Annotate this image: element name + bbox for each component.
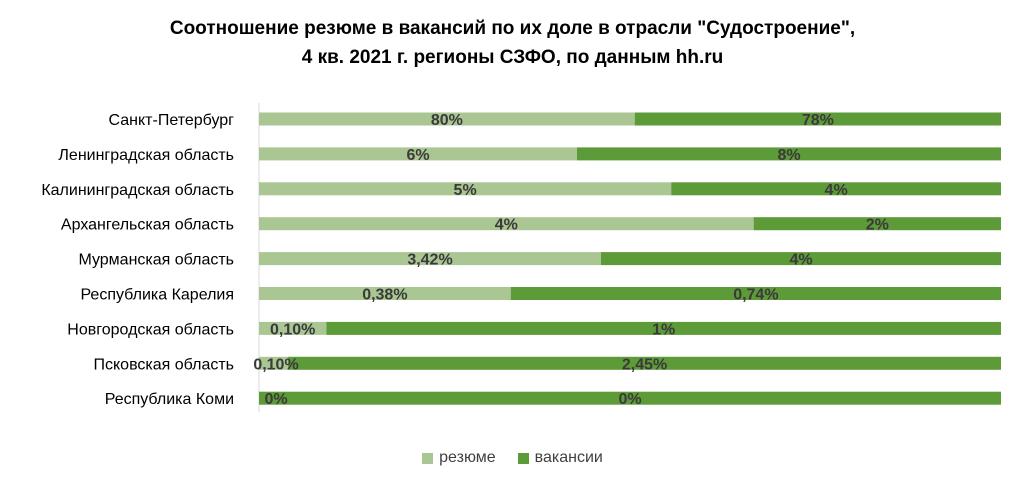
data-label-vacancy: 4% [825, 182, 848, 199]
data-label-vacancy: 2% [866, 217, 889, 234]
category-label: Архангельская область [61, 217, 234, 234]
chart-title: Соотношение резюме в вакансий по их доле… [169, 18, 856, 39]
category-label: Санкт-Петербург [109, 112, 235, 129]
category-label: Мурманская область [78, 252, 234, 269]
data-label-vacancy: 8% [777, 147, 800, 164]
legend-label-vacancy: вакансии [534, 449, 603, 466]
legend-label-resume: резюме [439, 449, 496, 466]
data-label-resume: 0,38% [362, 287, 407, 304]
data-label-resume: 4% [495, 217, 518, 234]
data-label-resume: 0% [264, 391, 287, 408]
bar-vacancy [577, 147, 1001, 161]
data-label-vacancy: 0,74% [733, 287, 778, 304]
chart-subtitle: 4 кв. 2021 г. регионы СЗФО, по данным hh… [301, 47, 724, 68]
legend: резюме вакансии [0, 449, 1025, 467]
bar-vacancy [634, 112, 1001, 126]
legend-swatch-vacancy [517, 452, 529, 464]
chart-title-block: Соотношение резюме в вакансий по их доле… [0, 14, 1025, 72]
bar-resume [259, 147, 577, 161]
bar-vacancy [326, 321, 1001, 335]
bar-vacancy [510, 287, 1001, 300]
data-label-resume: 6% [406, 147, 429, 164]
bar-resume [259, 321, 327, 335]
bar-resume [259, 287, 511, 300]
category-label: Калининградская область [41, 182, 234, 199]
data-label-resume: 0,10% [253, 356, 298, 373]
bar-resume [259, 182, 672, 196]
data-label-resume: 3,42% [407, 252, 452, 269]
data-label-vacancy: 1% [652, 321, 675, 338]
bar-resume [259, 112, 635, 126]
bar-vacancy [288, 356, 1002, 370]
data-label-vacancy: 4% [789, 252, 812, 269]
bar-vacancy [671, 182, 1001, 196]
category-label: Республика Карелия [80, 287, 234, 304]
legend-item-vacancy: вакансии [517, 449, 603, 467]
bar-resume [259, 217, 754, 231]
bar-resume [259, 252, 601, 266]
data-label-vacancy: 2,45% [622, 356, 667, 373]
data-label-resume: 80% [431, 112, 463, 129]
category-label: Новгородская область [67, 321, 234, 338]
data-label-resume: 5% [454, 182, 477, 199]
data-label-resume: 0,10% [270, 321, 315, 338]
category-label: Республика Коми [105, 391, 234, 408]
bar-resume [259, 356, 289, 370]
bar-vacancy [601, 252, 1001, 266]
category-label: Ленинградская область [58, 147, 234, 164]
legend-item-resume: резюме [422, 449, 496, 467]
data-label-vacancy: 0% [618, 391, 641, 408]
bar-vacancy [753, 217, 1001, 231]
legend-swatch-resume [422, 452, 434, 464]
category-label: Псковская область [94, 356, 235, 373]
data-label-vacancy: 78% [802, 112, 834, 129]
bar-vacancy [259, 391, 1001, 405]
